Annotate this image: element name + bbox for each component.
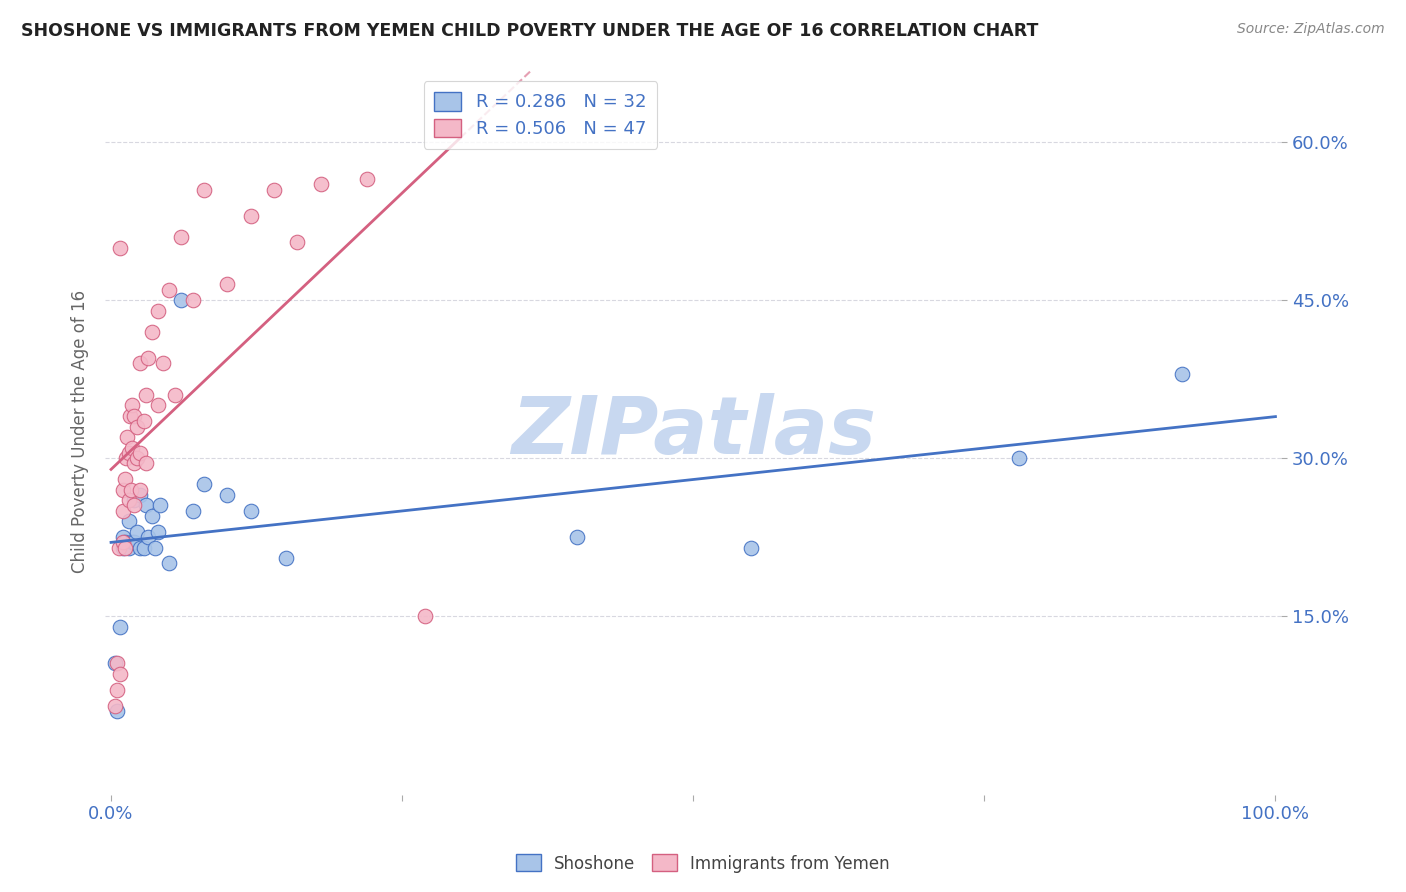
Point xyxy=(115,451,138,466)
Point xyxy=(129,483,152,497)
Point xyxy=(193,183,215,197)
Y-axis label: Child Poverty Under the Age of 16: Child Poverty Under the Age of 16 xyxy=(72,290,89,574)
Point xyxy=(110,619,132,633)
Point xyxy=(141,325,163,339)
Point xyxy=(124,456,146,470)
Point xyxy=(103,698,125,713)
Point xyxy=(120,483,142,497)
Point xyxy=(111,530,134,544)
Point xyxy=(1008,451,1031,466)
Point xyxy=(111,541,134,555)
Point xyxy=(136,351,159,365)
Text: SHOSHONE VS IMMIGRANTS FROM YEMEN CHILD POVERTY UNDER THE AGE OF 16 CORRELATION : SHOSHONE VS IMMIGRANTS FROM YEMEN CHILD … xyxy=(21,22,1039,40)
Point xyxy=(152,356,174,370)
Point xyxy=(129,541,152,555)
Point xyxy=(114,472,136,486)
Point xyxy=(239,504,262,518)
Point xyxy=(124,493,146,508)
Point xyxy=(110,667,132,681)
Point xyxy=(309,178,332,192)
Point xyxy=(114,535,136,549)
Point xyxy=(118,409,141,423)
Point xyxy=(129,446,152,460)
Point xyxy=(117,514,139,528)
Point xyxy=(165,388,187,402)
Point xyxy=(125,524,148,539)
Point xyxy=(111,483,134,497)
Point xyxy=(117,541,139,555)
Point xyxy=(110,240,132,254)
Point xyxy=(125,451,148,466)
Point xyxy=(121,441,143,455)
Point xyxy=(136,530,159,544)
Point xyxy=(141,509,163,524)
Point xyxy=(181,293,204,308)
Point xyxy=(1171,367,1194,381)
Point xyxy=(108,541,131,555)
Point xyxy=(105,704,128,718)
Point xyxy=(117,493,139,508)
Point xyxy=(114,541,136,555)
Point xyxy=(111,535,134,549)
Point xyxy=(117,430,139,444)
Point xyxy=(135,499,157,513)
Point xyxy=(129,488,152,502)
Point xyxy=(356,172,378,186)
Point xyxy=(263,183,285,197)
Point xyxy=(157,557,180,571)
Point xyxy=(125,419,148,434)
Point xyxy=(124,535,146,549)
Point xyxy=(239,209,262,223)
Point xyxy=(193,477,215,491)
Text: Source: ZipAtlas.com: Source: ZipAtlas.com xyxy=(1237,22,1385,37)
Point xyxy=(132,541,155,555)
Point xyxy=(146,399,169,413)
Point xyxy=(415,609,437,624)
Point xyxy=(143,541,166,555)
Text: ZIPatlas: ZIPatlas xyxy=(510,392,876,471)
Point xyxy=(124,499,146,513)
Point xyxy=(740,541,762,555)
Point xyxy=(103,657,125,671)
Point xyxy=(157,283,180,297)
Point xyxy=(170,293,193,308)
Point xyxy=(117,446,139,460)
Point xyxy=(149,499,172,513)
Point xyxy=(135,456,157,470)
Point xyxy=(105,682,128,697)
Point xyxy=(121,399,143,413)
Point xyxy=(129,356,152,370)
Point xyxy=(146,524,169,539)
Legend: Shoshone, Immigrants from Yemen: Shoshone, Immigrants from Yemen xyxy=(509,847,897,880)
Point xyxy=(274,551,297,566)
Point xyxy=(146,303,169,318)
Point xyxy=(135,388,157,402)
Point xyxy=(217,488,239,502)
Point xyxy=(111,504,134,518)
Point xyxy=(217,277,239,292)
Point xyxy=(285,235,308,250)
Point xyxy=(565,530,588,544)
Point xyxy=(181,504,204,518)
Point xyxy=(105,657,128,671)
Point xyxy=(170,230,193,244)
Point xyxy=(121,535,143,549)
Legend: R = 0.286   N = 32, R = 0.506   N = 47: R = 0.286 N = 32, R = 0.506 N = 47 xyxy=(423,81,657,149)
Point xyxy=(124,409,146,423)
Point xyxy=(132,414,155,428)
